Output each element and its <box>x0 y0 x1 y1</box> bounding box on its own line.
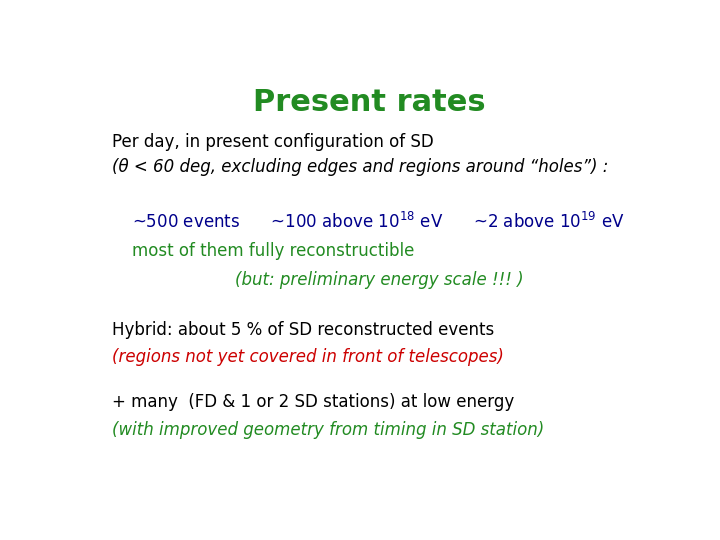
Text: Hybrid: about 5 % of SD reconstructed events: Hybrid: about 5 % of SD reconstructed ev… <box>112 321 495 339</box>
Text: (θ < 60 deg, excluding edges and regions around “holes”) :: (θ < 60 deg, excluding edges and regions… <box>112 158 608 177</box>
Text: most of them fully reconstructible: most of them fully reconstructible <box>132 241 414 260</box>
Text: ~500 events      ~100 above $10^{18}$ eV      ~2 above $10^{19}$ eV: ~500 events ~100 above $10^{18}$ eV ~2 a… <box>132 212 624 232</box>
Text: + many  (FD & 1 or 2 SD stations) at low energy: + many (FD & 1 or 2 SD stations) at low … <box>112 393 515 411</box>
Text: Present rates: Present rates <box>253 87 485 117</box>
Text: (regions not yet covered in front of telescopes): (regions not yet covered in front of tel… <box>112 348 504 366</box>
Text: Per day, in present configuration of SD: Per day, in present configuration of SD <box>112 133 434 151</box>
Text: (with improved geometry from timing in SD station): (with improved geometry from timing in S… <box>112 421 544 439</box>
Text: (but: preliminary energy scale !!! ): (but: preliminary energy scale !!! ) <box>235 271 523 288</box>
